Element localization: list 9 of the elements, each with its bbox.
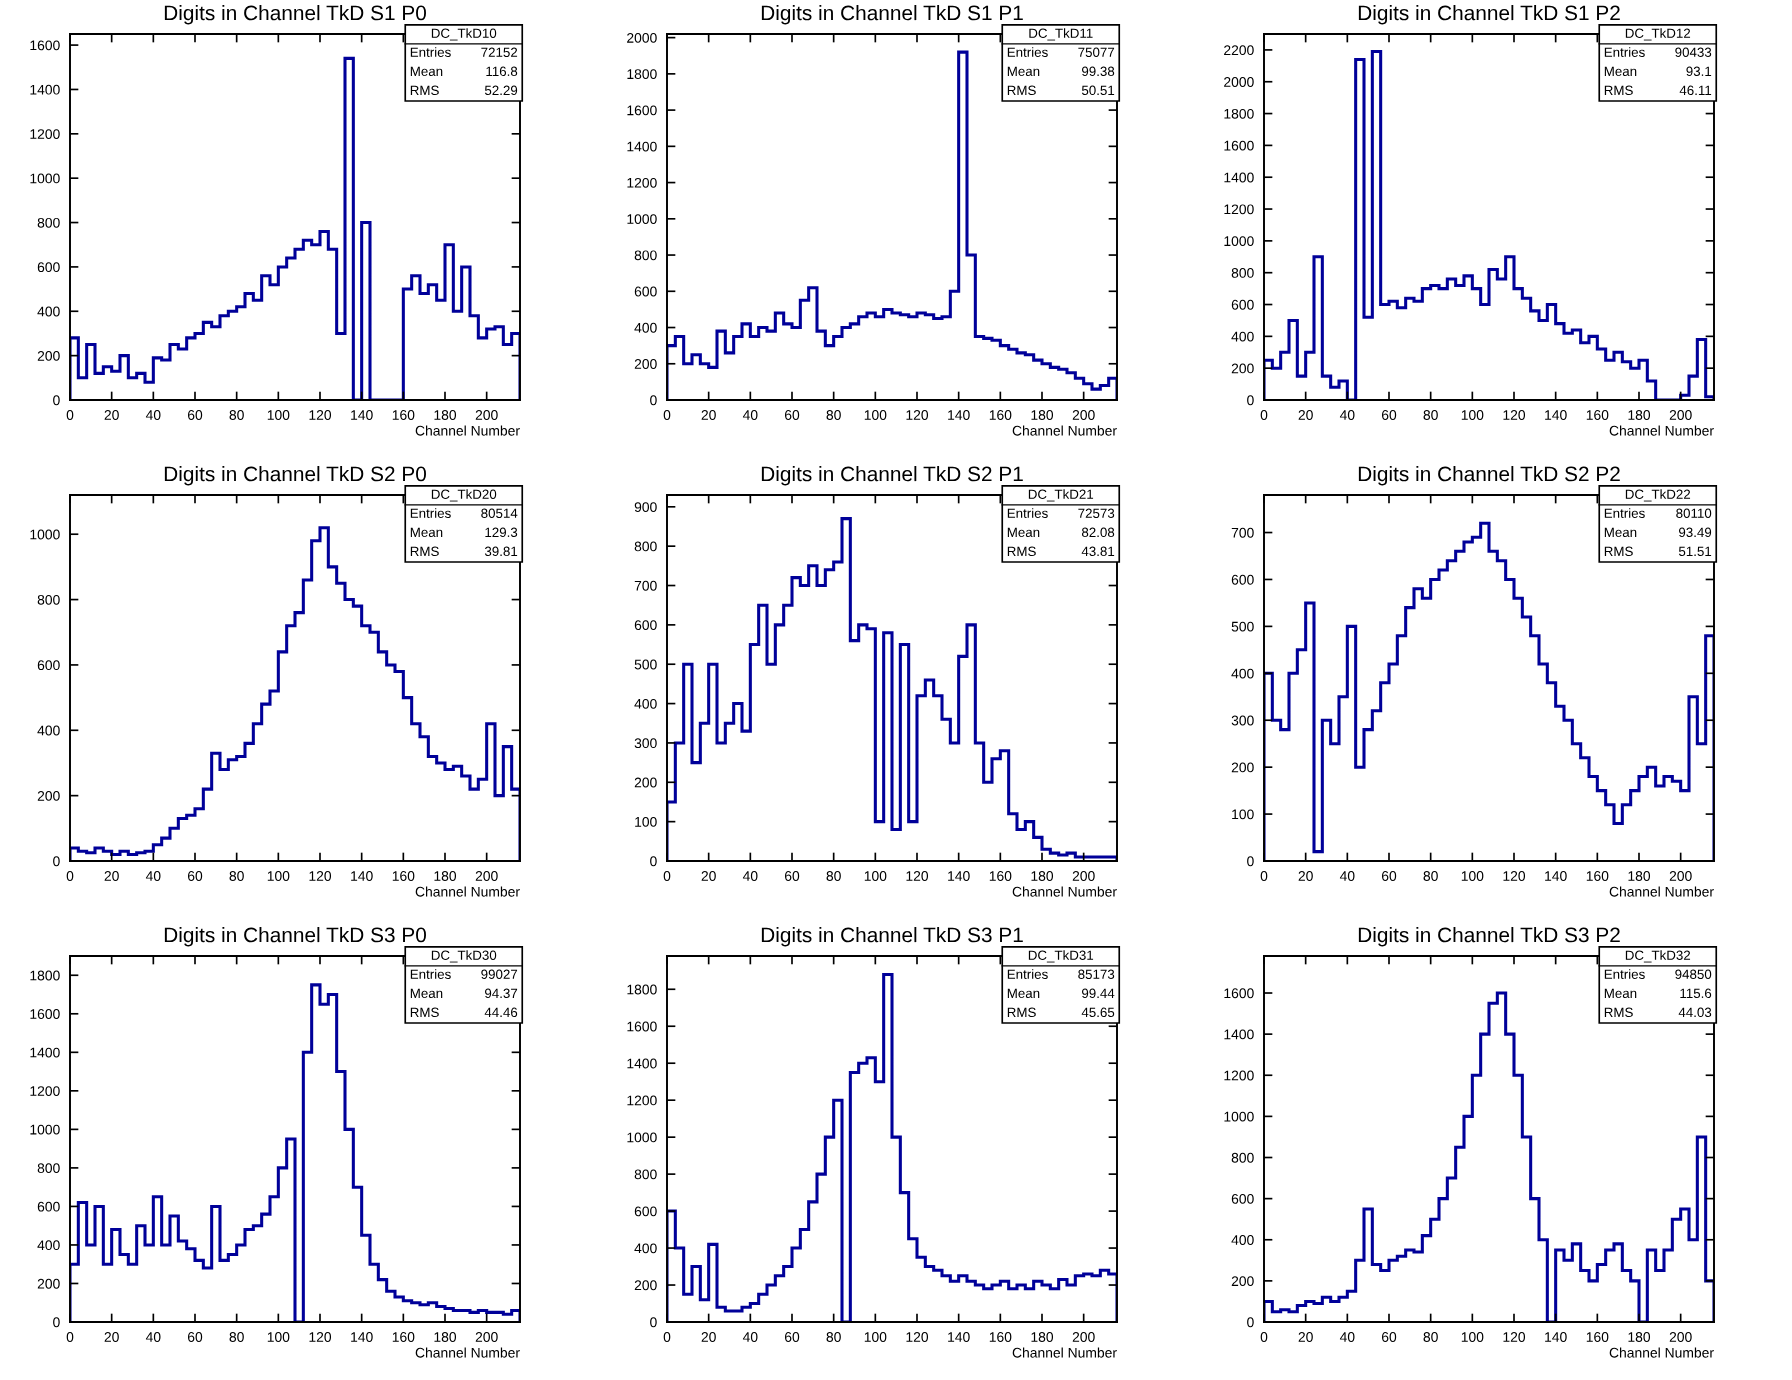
chart-title: Digits in Channel TkD S1 P1 — [761, 5, 1023, 25]
chart-title: Digits in Channel TkD S1 P2 — [1358, 5, 1620, 25]
chart-title: Digits in Channel TkD S2 P2 — [1358, 466, 1620, 486]
chart-title: Digits in Channel TkD S3 P0 — [164, 927, 427, 947]
chart-title: Digits in Channel TkD S2 P0 — [164, 466, 427, 486]
chart-title: Digits in Channel TkD S1 P0 — [164, 5, 427, 25]
chart-title: Digits in Channel TkD S3 P2 — [1358, 927, 1620, 947]
chart-title: Digits in Channel TkD S2 P1 — [761, 466, 1023, 486]
chart-title: Digits in Channel TkD S3 P1 — [761, 927, 1023, 947]
